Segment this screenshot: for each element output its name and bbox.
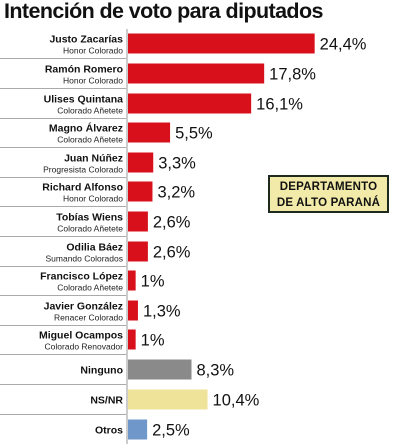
category-label: Otros: [95, 425, 123, 437]
bar: [128, 122, 171, 143]
category-label: NS/NR: [90, 395, 123, 407]
candidate-name: Juan Núñez: [64, 153, 123, 165]
chart-title: Intención de voto para diputados: [4, 0, 323, 23]
bar: [128, 152, 154, 173]
value-label: 2,6%: [153, 244, 191, 262]
candidate-party: Renacer Colorado: [54, 313, 123, 323]
value-label: 8,3%: [196, 362, 234, 380]
candidate-name: Javier González: [44, 301, 123, 313]
candidate-party: Colorado Renovador: [45, 342, 124, 352]
bar: [128, 270, 136, 291]
candidate-name: Ramón Romero: [45, 64, 123, 76]
bar: [128, 419, 148, 440]
value-label: 3,3%: [158, 155, 196, 173]
bar: [128, 241, 148, 262]
value-label: 3,2%: [157, 184, 195, 202]
candidate-party: Honor Colorado: [63, 194, 123, 204]
value-label: 5,5%: [175, 125, 213, 143]
candidate-name: Ulises Quintana: [44, 94, 124, 106]
value-label: 2,6%: [153, 214, 191, 232]
candidate-party: Honor Colorado: [63, 46, 123, 56]
value-label: 1,3%: [143, 303, 181, 321]
value-label: 16,1%: [256, 96, 303, 114]
bar: [128, 181, 153, 202]
candidate-name: Tobías Wiens: [56, 212, 123, 224]
candidate-name: Francisco López: [40, 271, 123, 283]
department-label-line1: DEPARTAMENTO: [279, 181, 378, 193]
candidate-name: Odilia Báez: [66, 242, 123, 254]
department-label-box: DEPARTAMENTO DE ALTO PARANÁ: [268, 175, 389, 213]
candidate-name: Justo Zacarías: [49, 34, 123, 46]
value-label: 24,4%: [320, 36, 367, 54]
bar: [128, 33, 315, 54]
candidate-party: Sumando Colorados: [46, 254, 124, 264]
bar: [128, 329, 136, 350]
bar: [128, 359, 192, 380]
candidate-name: Magno Álvarez: [49, 122, 123, 135]
candidate-party: Progresista Colorado: [43, 165, 123, 175]
candidate-party: Colorado Añetete: [57, 135, 123, 145]
value-label: 2,5%: [152, 422, 190, 440]
value-label: 1%: [141, 273, 165, 291]
candidate-party: Colorado Añetete: [57, 283, 123, 293]
candidate-name: Miguel Ocampos: [39, 330, 123, 342]
candidate-party: Honor Colorado: [63, 76, 123, 86]
candidate-party: Colorado Añetete: [57, 106, 123, 116]
bar: [128, 389, 208, 410]
candidate-party: Colorado Añetete: [57, 224, 123, 234]
candidate-name: Richard Alfonso: [42, 182, 123, 194]
category-label: Ninguno: [80, 365, 123, 377]
bar: [128, 211, 148, 232]
value-label: 1%: [141, 332, 165, 350]
value-label: 10,4%: [213, 392, 260, 410]
department-label-line2: DE ALTO PARANÁ: [276, 197, 381, 209]
bar: [128, 63, 265, 84]
bar: [128, 300, 138, 321]
bar: [128, 93, 252, 114]
value-label: 17,8%: [269, 66, 316, 84]
